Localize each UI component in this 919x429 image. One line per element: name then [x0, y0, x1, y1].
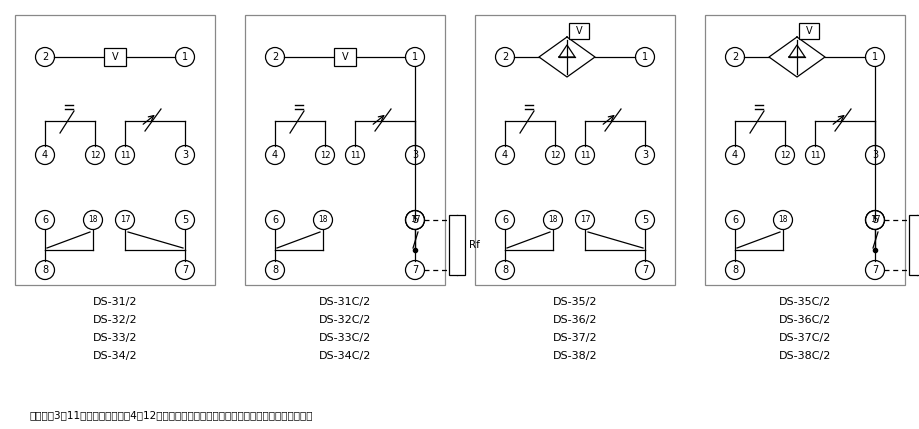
- Bar: [334, 48, 356, 66]
- Text: 4: 4: [42, 150, 48, 160]
- Text: 17: 17: [868, 215, 879, 224]
- Text: DS-38C/2: DS-38C/2: [778, 351, 830, 361]
- Text: Rf: Rf: [469, 240, 480, 250]
- Text: 注：端子3、11为滑动触点，端子4、12为终止触点；不带滑动触点的继电器。其内部接线同上。: 注：端子3、11为滑动触点，端子4、12为终止触点；不带滑动触点的继电器。其内部…: [30, 410, 313, 420]
- Text: 18: 18: [777, 215, 787, 224]
- Bar: [568, 23, 588, 39]
- Text: DS-36/2: DS-36/2: [552, 315, 596, 325]
- Text: DS-36C/2: DS-36C/2: [778, 315, 830, 325]
- Text: DS-32C/2: DS-32C/2: [319, 315, 370, 325]
- Text: 12: 12: [550, 151, 560, 160]
- Text: 1: 1: [182, 52, 187, 62]
- Text: 2: 2: [42, 52, 48, 62]
- Text: 6: 6: [732, 215, 737, 225]
- Text: DS-35C/2: DS-35C/2: [778, 297, 830, 307]
- Text: DS-37/2: DS-37/2: [552, 333, 596, 343]
- Text: 6: 6: [502, 215, 507, 225]
- Text: DS-37C/2: DS-37C/2: [778, 333, 830, 343]
- Text: 18: 18: [548, 215, 557, 224]
- Text: 3: 3: [412, 150, 417, 160]
- Text: DS-33/2: DS-33/2: [93, 333, 137, 343]
- Text: 1: 1: [641, 52, 647, 62]
- Text: 12: 12: [320, 151, 330, 160]
- Text: 17: 17: [409, 215, 420, 224]
- Text: DS-38/2: DS-38/2: [552, 351, 596, 361]
- Text: DS-35/2: DS-35/2: [552, 297, 596, 307]
- Text: DS-34C/2: DS-34C/2: [319, 351, 370, 361]
- Text: 5: 5: [641, 215, 647, 225]
- Text: 3: 3: [641, 150, 647, 160]
- Bar: [244, 15, 445, 285]
- Text: 7: 7: [412, 265, 417, 275]
- Text: 12: 12: [779, 151, 789, 160]
- Text: DS-31/2: DS-31/2: [93, 297, 137, 307]
- Text: 7: 7: [182, 265, 187, 275]
- Text: 4: 4: [272, 150, 278, 160]
- Text: 12: 12: [90, 151, 100, 160]
- Bar: [908, 215, 919, 275]
- Text: 5: 5: [182, 215, 187, 225]
- Text: 18: 18: [88, 215, 97, 224]
- Text: 8: 8: [42, 265, 48, 275]
- Text: 11: 11: [809, 151, 820, 160]
- Text: 5: 5: [412, 215, 417, 225]
- Text: DS-31C/2: DS-31C/2: [319, 297, 370, 307]
- Bar: [704, 15, 904, 285]
- Text: 11: 11: [119, 151, 130, 160]
- Text: V: V: [111, 52, 119, 62]
- Text: DS-32/2: DS-32/2: [93, 315, 137, 325]
- Text: 4: 4: [502, 150, 507, 160]
- Text: 4: 4: [732, 150, 737, 160]
- Text: 17: 17: [579, 215, 590, 224]
- Text: 18: 18: [318, 215, 327, 224]
- Text: V: V: [805, 26, 811, 36]
- Text: 1: 1: [871, 52, 877, 62]
- Bar: [104, 48, 126, 66]
- Text: 11: 11: [349, 151, 360, 160]
- Text: 7: 7: [871, 265, 877, 275]
- Bar: [798, 23, 818, 39]
- Text: 6: 6: [272, 215, 278, 225]
- Text: 6: 6: [42, 215, 48, 225]
- Text: 17: 17: [119, 215, 130, 224]
- Text: V: V: [341, 52, 348, 62]
- Text: 3: 3: [871, 150, 877, 160]
- Text: 8: 8: [272, 265, 278, 275]
- Text: 2: 2: [732, 52, 737, 62]
- Text: 7: 7: [641, 265, 647, 275]
- Text: 2: 2: [502, 52, 507, 62]
- Text: 2: 2: [272, 52, 278, 62]
- Text: 8: 8: [732, 265, 737, 275]
- Text: V: V: [575, 26, 582, 36]
- Text: DS-33C/2: DS-33C/2: [319, 333, 370, 343]
- Text: 3: 3: [182, 150, 187, 160]
- Bar: [15, 15, 215, 285]
- Text: 1: 1: [412, 52, 417, 62]
- Text: 8: 8: [502, 265, 507, 275]
- Bar: [448, 215, 464, 275]
- Text: 11: 11: [579, 151, 590, 160]
- Text: DS-34/2: DS-34/2: [93, 351, 137, 361]
- Text: 5: 5: [871, 215, 877, 225]
- Bar: [474, 15, 675, 285]
